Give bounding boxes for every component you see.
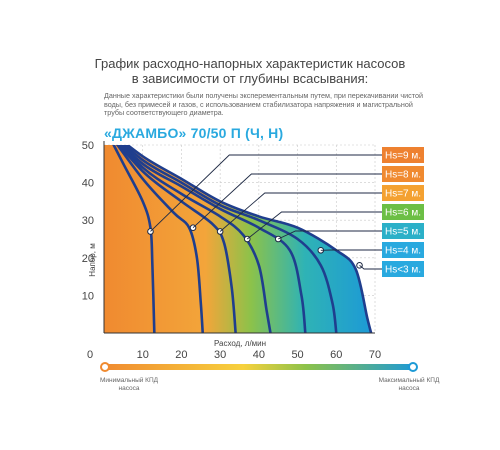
series-label: Hs=5 м. — [385, 227, 421, 238]
curve-3 — [118, 145, 272, 333]
x-tick-label: 20 — [175, 349, 187, 361]
y-tick-label: 10 — [82, 290, 94, 302]
x-tick-label: 50 — [291, 349, 303, 361]
series-label: Hs<3 м. — [385, 265, 421, 276]
x-tick-label: 40 — [253, 349, 265, 361]
efficiency-area — [104, 145, 372, 333]
efficiency-min-label: Минимальный КПД насоса — [99, 377, 159, 392]
x-tick-label: 30 — [214, 349, 226, 361]
chart-title-line1: График расходно-напорных характеристик н… — [94, 56, 406, 71]
series-label: Hs=4 м. — [385, 246, 421, 257]
model-title: «ДЖАМБО» 70/50 П (Ч, Н) — [104, 125, 284, 141]
leader-line — [278, 230, 382, 240]
series-label-box — [382, 147, 424, 163]
x-tick-label: 10 — [137, 349, 149, 361]
x-tick-label: 60 — [330, 349, 342, 361]
series-label: Hs=9 м. — [385, 151, 421, 162]
series-label: Hs=6 м. — [385, 208, 421, 219]
series-label-box — [382, 204, 424, 220]
efficiency-min-marker — [100, 362, 110, 372]
y-tick-label: 40 — [82, 178, 94, 190]
series-label: Hs=7 м. — [385, 189, 421, 200]
series-label-box — [382, 261, 424, 277]
curve-1 — [122, 145, 338, 333]
curve-4 — [117, 145, 237, 333]
y-axis-label: Напор, м — [88, 243, 97, 276]
curve-5 — [115, 145, 205, 333]
efficiency-scale-bar — [103, 364, 415, 370]
leader-line — [246, 211, 382, 240]
leader-line — [192, 173, 382, 229]
y-tick-label: 50 — [82, 140, 94, 152]
series-label-box — [382, 223, 424, 239]
series-label-box — [382, 242, 424, 258]
leader-line — [219, 192, 382, 232]
efficiency-max-marker — [408, 362, 418, 372]
y-tick-label: 30 — [82, 215, 94, 227]
chart-title-line2: в зависимости от глубины всасывания: — [131, 71, 369, 86]
x-tick-label: 0 — [87, 349, 93, 361]
leader-line — [359, 264, 382, 270]
series-label-box — [382, 166, 424, 182]
curve-6 — [112, 145, 156, 333]
leader-line — [150, 154, 382, 232]
series-label-box — [382, 185, 424, 201]
y-tick-label: 20 — [82, 253, 94, 265]
efficiency-max-label: Максимальный КПД насоса — [378, 377, 440, 392]
curve-0 — [125, 145, 373, 333]
x-axis-label: Расход, л/мин — [214, 339, 266, 348]
x-tick-label: 70 — [369, 349, 381, 361]
note-text: Данные характеристики были получены эксп… — [104, 91, 423, 118]
curve-2 — [120, 145, 307, 333]
series-label: Hs=8 м. — [385, 170, 421, 181]
